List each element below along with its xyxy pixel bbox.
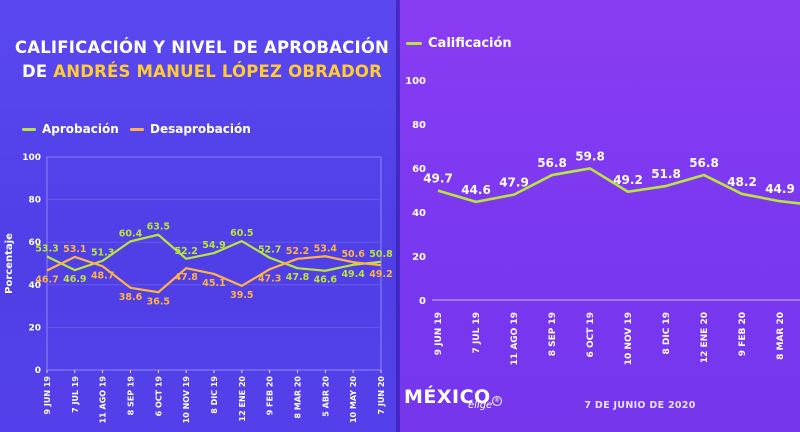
data-label-desaprobacion: 50.6 <box>341 249 365 260</box>
data-label-aprobacion: 49.4 <box>341 269 365 280</box>
title-prefix: DE <box>21 62 54 81</box>
data-label-aprobacion: 46.9 <box>63 274 86 285</box>
y-tick-label: 100 <box>22 153 41 163</box>
data-label-calificacion: 49.7 <box>423 172 453 186</box>
y-tick-label: 80 <box>28 196 41 206</box>
legend-swatch-aprobacion <box>22 127 36 131</box>
data-label-calificacion: 49.2 <box>613 173 643 187</box>
data-label-calificacion: 56.8 <box>537 156 567 170</box>
series-line-calificacion <box>437 167 800 207</box>
x-tick-label: 8 SEP 19 <box>127 376 136 416</box>
x-tick-label: 11 AGO 19 <box>510 312 520 365</box>
data-label-desaprobacion: 47.3 <box>258 273 281 284</box>
data-label-calificacion: 59.8 <box>575 149 605 163</box>
data-label-aprobacion: 52.7 <box>258 245 281 256</box>
title-highlight: ANDRÉS MANUEL LÓPEZ OBRADOR <box>53 62 383 81</box>
data-label-aprobacion: 50.8 <box>369 249 393 260</box>
x-tick-label: 8 MAR 20 <box>294 376 303 419</box>
data-label-aprobacion: 63.5 <box>147 222 170 233</box>
data-label-calificacion: 48.2 <box>727 175 757 189</box>
y-tick-label: 20 <box>412 252 426 263</box>
y-tick-label: 80 <box>412 120 426 131</box>
data-label-aprobacion: 60.5 <box>230 228 253 239</box>
x-tick-label: 5 ABR 20 <box>321 376 330 417</box>
data-label-desaprobacion: 48.7 <box>91 270 114 281</box>
x-tick-label: 12 ENE 20 <box>238 376 247 422</box>
registered-icon: ® <box>492 396 502 406</box>
x-tick-label: 9 FEB 20 <box>266 376 275 416</box>
legend-calificacion: Calificación <box>406 36 512 51</box>
x-tick-label: 7 JUL 19 <box>472 312 482 353</box>
legend-aprobacion: Aprobación <box>22 122 119 136</box>
series-line-aprobacion <box>46 233 382 272</box>
x-tick-label: 8 SEP 19 <box>548 312 558 356</box>
chart-title-line1: CALIFICACIÓN Y NIVEL DE APROBACIÓN <box>14 38 390 57</box>
x-tick-label: 9 FEB 20 <box>738 312 748 356</box>
y-tick-label: 0 <box>419 296 426 307</box>
legend-label-calificacion: Calificación <box>428 36 512 51</box>
x-tick-label: 8 MAR 20 <box>776 312 786 360</box>
y-axis-label: Porcentaje <box>4 233 15 294</box>
y-tick-label: 40 <box>412 208 426 219</box>
x-tick-label: 7 JUL 19 <box>71 376 80 413</box>
y-tick-label: 100 <box>405 76 426 87</box>
x-tick-label: 9 JUN 19 <box>43 376 52 415</box>
y-tick-label: 0 <box>35 366 41 376</box>
legend-desaprobacion: Desaprobación <box>130 122 251 136</box>
chart-title-line2: DE ANDRÉS MANUEL LÓPEZ OBRADOR <box>12 62 392 81</box>
approval-line-chart: 0 20 40 60 80 100 9 JUN 19 7 JUL 19 11 AGO 19 8 S… <box>4 153 393 424</box>
y-tick-label: 20 <box>28 323 41 333</box>
data-label-calificacion: 51.8 <box>651 167 681 181</box>
x-tick-label: 10 MAY 20 <box>349 376 358 423</box>
x-tick-label: 12 ENE 20 <box>700 312 710 363</box>
x-tick-label: 9 JUN 19 <box>434 312 444 355</box>
data-label-desaprobacion: 46.7 <box>35 275 58 286</box>
data-label-aprobacion: 60.4 <box>119 228 143 239</box>
legend-label-desaprobacion: Desaprobación <box>150 122 251 136</box>
legend-label-aprobacion: Aprobación <box>42 122 119 136</box>
data-label-aprobacion: 47.8 <box>286 272 310 283</box>
x-tick-label: 6 OCT 19 <box>154 376 163 417</box>
data-label-aprobacion: 54.9 <box>202 240 225 251</box>
panel-divider <box>396 0 400 432</box>
x-tick-label: 6 OCT 19 <box>586 312 596 357</box>
brand-logo: MÉXICO <box>404 386 491 408</box>
data-label-desaprobacion: 53.4 <box>314 243 338 254</box>
data-label-calificacion: 47.9 <box>499 176 529 190</box>
data-label-desaprobacion: 36.5 <box>147 296 170 307</box>
y-tick-label: 60 <box>28 238 41 248</box>
data-label-desaprobacion: 49.2 <box>369 269 392 280</box>
left-panel <box>0 0 398 432</box>
data-label-desaprobacion: 53.1 <box>63 244 86 255</box>
y-tick-label: 40 <box>28 281 41 291</box>
data-label-calificacion: 56.8 <box>689 156 719 170</box>
data-label-aprobacion: 46.6 <box>314 275 338 286</box>
series-line-desaprobacion <box>46 255 382 294</box>
data-label-aprobacion: 52.2 <box>174 246 197 257</box>
x-tick-label: 11 AGO 19 <box>99 376 108 424</box>
legend-swatch-calificacion <box>406 42 422 45</box>
data-label-desaprobacion: 52.2 <box>286 246 309 257</box>
data-label-aprobacion: 53.3 <box>35 243 58 254</box>
right-panel <box>398 0 800 432</box>
x-tick-label: 10 NOV 19 <box>624 312 634 365</box>
data-label-aprobacion: 51.3 <box>91 248 114 259</box>
data-label-calificacion: 44.9 <box>765 182 795 196</box>
rating-line-chart: 0 20 40 60 80 100 9 JUN 19 7 JUL 19 11 AGO 19 8 S… <box>405 76 800 365</box>
x-tick-label: 10 NOV 19 <box>182 376 191 424</box>
brand-logo-sub: elige <box>468 400 493 411</box>
data-label-desaprobacion: 47.8 <box>174 272 198 283</box>
y-tick-label: 60 <box>412 164 426 175</box>
data-label-calificacion: 44.6 <box>461 183 491 197</box>
data-label-desaprobacion: 45.1 <box>202 278 225 289</box>
date-note: 7 DE JUNIO DE 2020 <box>584 400 696 411</box>
x-tick-label: 7 JUN 20 <box>377 376 386 415</box>
legend-swatch-desaprobacion <box>130 127 144 131</box>
x-tick-label: 8 DIC 19 <box>210 376 219 414</box>
x-tick-label: 8 DIC 19 <box>662 312 672 354</box>
data-label-desaprobacion: 39.5 <box>230 290 253 301</box>
data-label-desaprobacion: 38.6 <box>119 292 143 303</box>
